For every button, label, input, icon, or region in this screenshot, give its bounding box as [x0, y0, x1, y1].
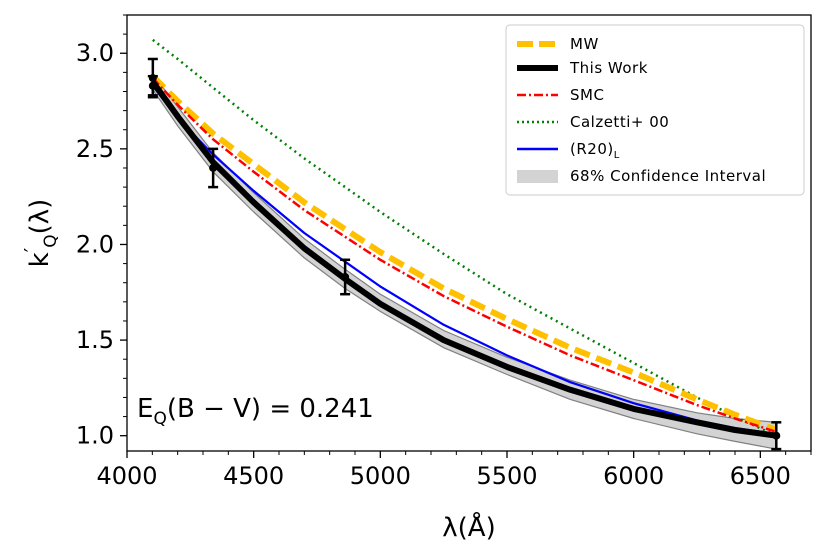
- series-layer: [150, 38, 778, 439]
- x-tick-label: 4000: [96, 462, 157, 490]
- y-axis-label-prime: ′: [20, 247, 44, 252]
- ebv-annotation-sub: Q: [153, 409, 166, 429]
- x-tick-label: 5000: [350, 462, 411, 490]
- y-tick-label: 3.0: [76, 39, 114, 67]
- y-axis-label-tail: (λ): [25, 199, 55, 235]
- series-line-this-work: [150, 80, 777, 439]
- x-axis-label: λ(Å): [442, 511, 495, 543]
- y-tick-label: 1.5: [76, 326, 114, 354]
- y-axis-label-sub: Q: [41, 234, 61, 247]
- y-tick-label: 2.0: [76, 230, 114, 258]
- legend-label-r20: (R20)L: [570, 140, 620, 161]
- legend-label-r20-sub: L: [614, 150, 620, 161]
- legend-label-smc: SMC: [570, 86, 604, 104]
- plot-frame: [126, 14, 812, 452]
- legend-label-confidence: 68% Confidence Interval: [570, 167, 766, 185]
- data-point: [147, 74, 158, 97]
- data-points-layer: [147, 57, 782, 451]
- data-point: [208, 147, 219, 189]
- ebv-annotation-prefix: E: [137, 394, 153, 424]
- data-point: [771, 421, 782, 451]
- series-line-smc: [151, 77, 777, 434]
- ebv-annotation: EQ(B − V) = 0.241: [137, 394, 374, 429]
- data-marker: [148, 81, 157, 90]
- legend-swatch-confidence: [517, 170, 558, 183]
- series-line-mw: [150, 74, 778, 433]
- y-axis-label-main: k: [25, 252, 55, 267]
- y-tick-label: 2.5: [76, 135, 114, 163]
- x-tick-label: 4500: [223, 462, 284, 490]
- data-point: [340, 258, 351, 296]
- legend-label-r20-main: (R20): [570, 140, 614, 158]
- y-tick-label: 1.0: [76, 422, 114, 450]
- legend: MW This Work SMC Calzetti+ 00 (R20)L 68%…: [505, 24, 805, 196]
- data-marker: [341, 272, 350, 281]
- ebv-annotation-text: (B − V) = 0.241: [167, 394, 374, 424]
- x-tick-label: 6000: [603, 462, 664, 490]
- x-tick-label: 6500: [730, 462, 791, 490]
- x-tick-label: 5500: [476, 462, 537, 490]
- series-line-calzetti-00: [152, 38, 777, 437]
- data-marker: [209, 163, 218, 172]
- legend-label-calzetti: Calzetti+ 00: [570, 113, 669, 131]
- y-axis-label: k′Q(λ): [20, 199, 61, 268]
- legend-label-mw: MW: [570, 35, 599, 53]
- legend-label-this-work: This Work: [569, 59, 648, 77]
- legend-frame: [505, 24, 805, 196]
- data-marker: [772, 431, 781, 440]
- axis-ticks: 4000 4500 5000 5500 6000 6500 1.0 1.5 2.0 2.5 3.0: [76, 14, 812, 490]
